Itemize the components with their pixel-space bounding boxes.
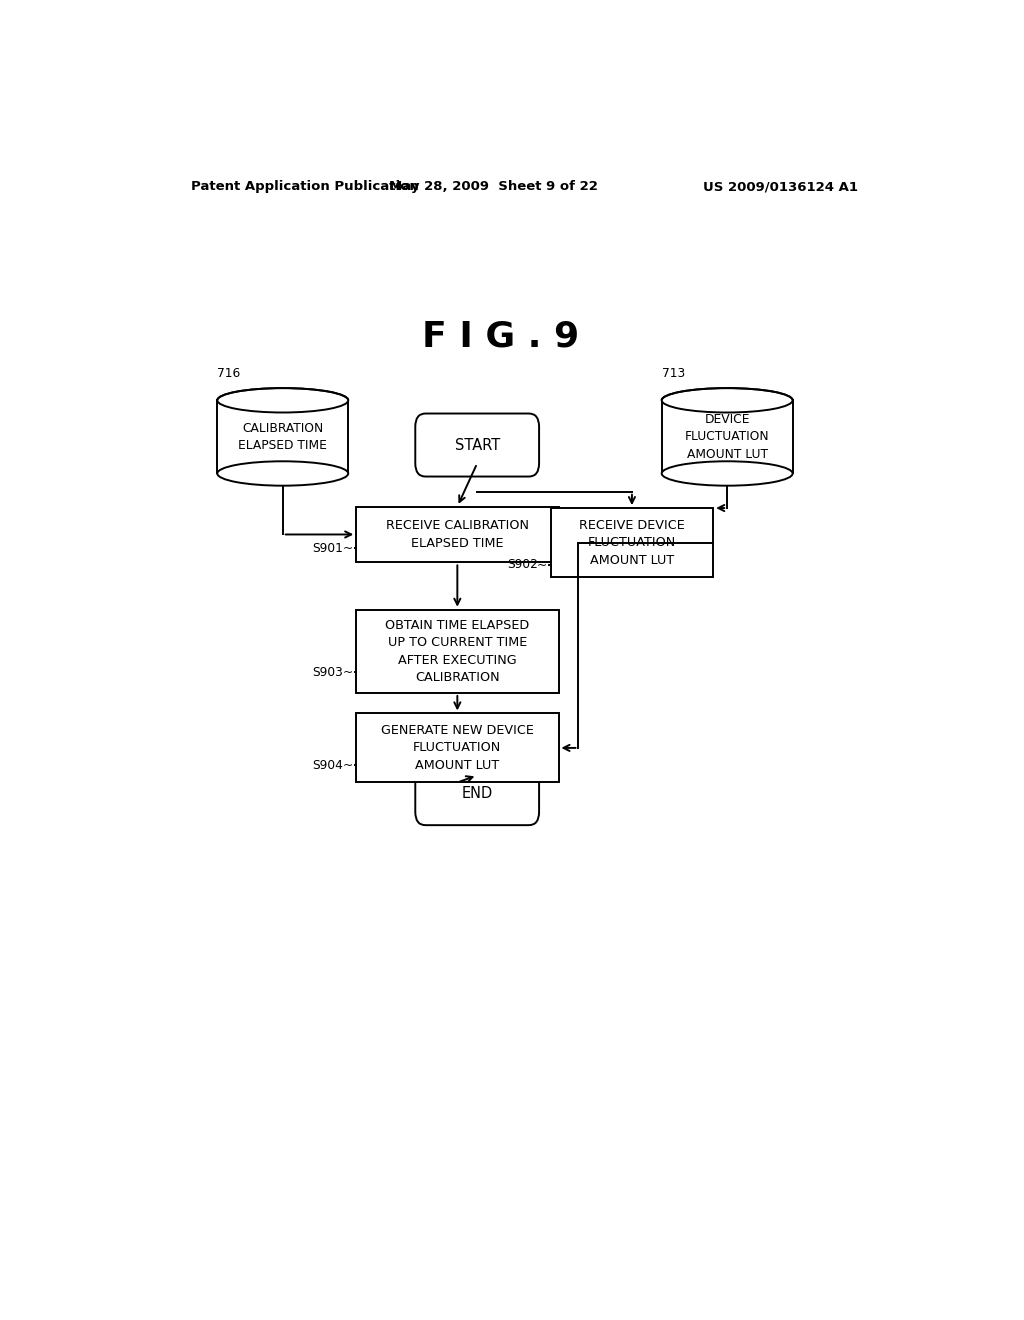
- Text: DEVICE
FLUCTUATION
AMOUNT LUT: DEVICE FLUCTUATION AMOUNT LUT: [685, 413, 769, 461]
- Polygon shape: [662, 400, 793, 474]
- FancyBboxPatch shape: [416, 762, 539, 825]
- Text: ~: ~: [343, 543, 353, 554]
- FancyBboxPatch shape: [356, 713, 558, 783]
- Text: S901: S901: [312, 543, 343, 554]
- Text: END: END: [462, 787, 493, 801]
- Ellipse shape: [662, 388, 793, 413]
- Ellipse shape: [662, 461, 793, 486]
- FancyBboxPatch shape: [551, 508, 714, 577]
- Text: S904: S904: [312, 759, 343, 772]
- Ellipse shape: [217, 388, 348, 413]
- Text: US 2009/0136124 A1: US 2009/0136124 A1: [703, 181, 858, 193]
- Text: ~: ~: [343, 759, 353, 772]
- Text: S903: S903: [312, 665, 343, 678]
- Text: RECEIVE DEVICE
FLUCTUATION
AMOUNT LUT: RECEIVE DEVICE FLUCTUATION AMOUNT LUT: [579, 519, 685, 566]
- Text: Patent Application Publication: Patent Application Publication: [191, 181, 419, 193]
- Text: START: START: [455, 437, 500, 453]
- Text: ~: ~: [538, 558, 548, 572]
- FancyBboxPatch shape: [356, 507, 558, 562]
- Text: 716: 716: [217, 367, 241, 380]
- Ellipse shape: [217, 461, 348, 486]
- FancyBboxPatch shape: [416, 413, 539, 477]
- Text: S902: S902: [507, 558, 538, 572]
- FancyBboxPatch shape: [356, 610, 558, 693]
- Text: ~: ~: [343, 665, 353, 678]
- Text: May 28, 2009  Sheet 9 of 22: May 28, 2009 Sheet 9 of 22: [389, 181, 597, 193]
- Text: RECEIVE CALIBRATION
ELAPSED TIME: RECEIVE CALIBRATION ELAPSED TIME: [386, 519, 528, 549]
- Text: F I G . 9: F I G . 9: [422, 319, 580, 354]
- Text: OBTAIN TIME ELAPSED
UP TO CURRENT TIME
AFTER EXECUTING
CALIBRATION: OBTAIN TIME ELAPSED UP TO CURRENT TIME A…: [385, 619, 529, 684]
- Polygon shape: [217, 400, 348, 474]
- Text: GENERATE NEW DEVICE
FLUCTUATION
AMOUNT LUT: GENERATE NEW DEVICE FLUCTUATION AMOUNT L…: [381, 723, 534, 772]
- Text: 713: 713: [662, 367, 685, 380]
- Text: CALIBRATION
ELAPSED TIME: CALIBRATION ELAPSED TIME: [239, 421, 328, 453]
